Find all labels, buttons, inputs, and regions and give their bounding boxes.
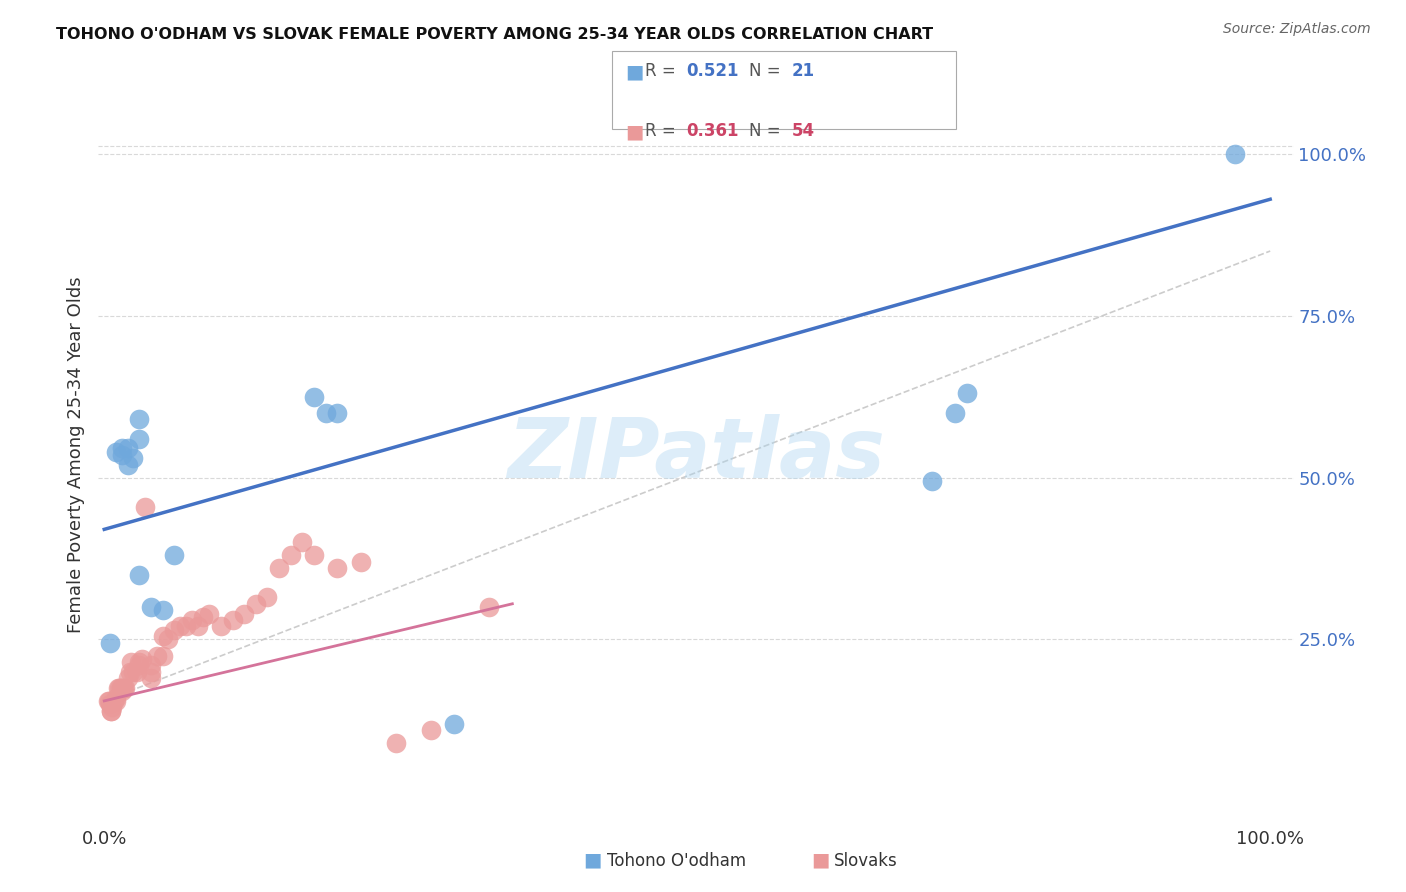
Point — [118, 665, 141, 679]
Point — [139, 671, 162, 685]
Point — [221, 613, 243, 627]
Point — [174, 619, 197, 633]
Point — [100, 704, 122, 718]
Point — [291, 535, 314, 549]
Text: N =: N = — [749, 122, 786, 140]
Point — [111, 442, 134, 456]
Point — [302, 390, 325, 404]
Point — [152, 603, 174, 617]
Point — [125, 665, 148, 679]
Point — [134, 500, 156, 514]
Point — [350, 555, 373, 569]
Point — [193, 609, 215, 624]
Point — [315, 406, 337, 420]
Point — [117, 442, 139, 456]
Point — [169, 619, 191, 633]
Point — [152, 629, 174, 643]
Point — [128, 658, 150, 673]
Text: 21: 21 — [792, 62, 814, 80]
Point — [117, 458, 139, 472]
Point — [104, 694, 127, 708]
Point — [128, 412, 150, 426]
Point — [117, 671, 139, 685]
Point — [384, 736, 406, 750]
Point — [956, 386, 979, 401]
Point — [209, 619, 232, 633]
Point — [152, 648, 174, 663]
Text: Source: ZipAtlas.com: Source: ZipAtlas.com — [1223, 22, 1371, 37]
Y-axis label: Female Poverty Among 25-34 Year Olds: Female Poverty Among 25-34 Year Olds — [66, 277, 84, 633]
Text: ■: ■ — [811, 851, 830, 870]
Point — [108, 681, 131, 695]
Text: Tohono O'odham: Tohono O'odham — [607, 852, 747, 870]
Point — [103, 694, 125, 708]
Point — [104, 690, 127, 705]
Point — [145, 648, 167, 663]
Point — [131, 652, 153, 666]
Text: R =: R = — [645, 62, 682, 80]
Point — [163, 623, 186, 637]
Point — [110, 681, 132, 695]
Point — [107, 681, 129, 695]
Point — [269, 561, 291, 575]
Text: Slovaks: Slovaks — [834, 852, 897, 870]
Point — [326, 406, 349, 420]
Text: 0.521: 0.521 — [686, 62, 738, 80]
Point — [104, 444, 127, 458]
Point — [100, 704, 122, 718]
Text: ■: ■ — [583, 851, 602, 870]
Point — [478, 600, 501, 615]
Point — [128, 432, 150, 446]
Point — [419, 723, 441, 737]
Point — [128, 567, 150, 582]
Point — [245, 597, 267, 611]
Point — [233, 607, 256, 621]
Point — [97, 694, 120, 708]
Text: ■: ■ — [626, 62, 644, 81]
Point — [1225, 147, 1247, 161]
Point — [101, 700, 124, 714]
Point — [256, 591, 278, 605]
Text: 54: 54 — [792, 122, 814, 140]
Point — [139, 665, 162, 679]
Text: ZIPatlas: ZIPatlas — [508, 415, 884, 495]
Point — [114, 681, 136, 695]
Point — [122, 451, 145, 466]
Point — [122, 665, 145, 679]
Point — [111, 681, 134, 695]
Point — [128, 655, 150, 669]
Point — [326, 561, 349, 575]
Point — [111, 448, 134, 462]
Point — [302, 548, 325, 562]
Point — [112, 681, 135, 695]
Point — [280, 548, 302, 562]
Point — [97, 694, 120, 708]
Point — [111, 684, 134, 698]
Point — [163, 548, 186, 562]
Point — [139, 600, 162, 615]
Point — [98, 697, 121, 711]
Point — [198, 607, 221, 621]
Point — [180, 613, 202, 627]
Point — [139, 658, 162, 673]
Point — [921, 474, 943, 488]
Text: N =: N = — [749, 62, 786, 80]
Point — [945, 406, 967, 420]
Point — [157, 632, 180, 647]
Point — [443, 716, 465, 731]
Text: 0.361: 0.361 — [686, 122, 738, 140]
Point — [98, 635, 121, 649]
Text: ■: ■ — [626, 122, 644, 141]
Text: R =: R = — [645, 122, 682, 140]
Text: TOHONO O'ODHAM VS SLOVAK FEMALE POVERTY AMONG 25-34 YEAR OLDS CORRELATION CHART: TOHONO O'ODHAM VS SLOVAK FEMALE POVERTY … — [56, 27, 934, 42]
Point — [110, 681, 132, 695]
Point — [186, 619, 208, 633]
Point — [120, 655, 142, 669]
